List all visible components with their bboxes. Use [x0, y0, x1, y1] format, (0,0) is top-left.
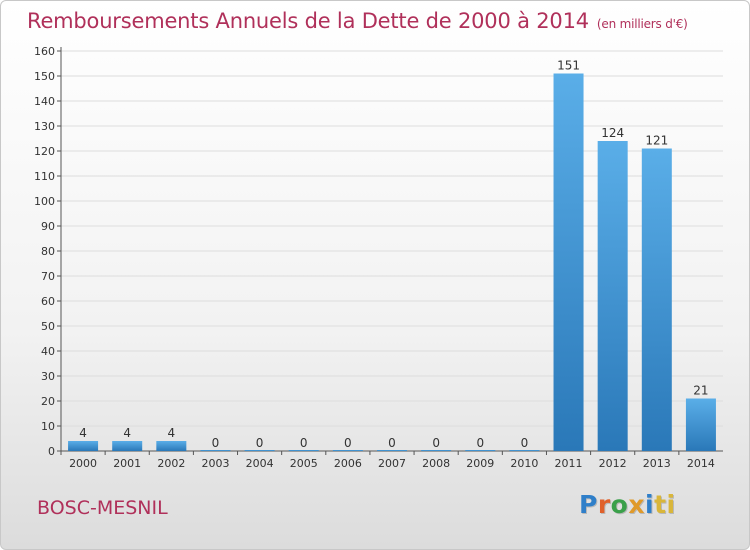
bar [421, 450, 452, 451]
data-label: 0 [432, 436, 440, 450]
data-label: 4 [123, 426, 131, 440]
data-label: 0 [521, 436, 529, 450]
logo-letter: P [579, 490, 598, 519]
y-tick-label: 0 [48, 445, 55, 458]
x-tick-label: 2014 [687, 457, 715, 470]
data-label: 124 [601, 126, 624, 140]
bar [509, 450, 540, 451]
chart-title-text: Remboursements Annuels de la Dette de 20… [27, 9, 589, 33]
bar [112, 441, 143, 451]
data-label: 0 [256, 436, 264, 450]
x-tick-label: 2002 [157, 457, 185, 470]
data-label: 0 [212, 436, 220, 450]
bar [685, 398, 716, 451]
bar [200, 450, 231, 451]
bar [465, 450, 496, 451]
bar [641, 148, 672, 451]
data-label: 0 [388, 436, 396, 450]
x-tick-label: 2001 [113, 457, 141, 470]
y-tick-label: 40 [41, 345, 55, 358]
y-tick-label: 140 [34, 95, 55, 108]
commune-name: BOSC-MESNIL [37, 497, 168, 519]
y-tick-label: 110 [34, 170, 55, 183]
y-tick-label: 30 [41, 370, 55, 383]
x-tick-label: 2009 [466, 457, 494, 470]
bar [376, 450, 408, 451]
logo-letter: x [628, 490, 645, 519]
data-label: 4 [79, 426, 87, 440]
x-tick-label: 2004 [246, 457, 274, 470]
bar [244, 450, 275, 451]
bar [288, 450, 319, 451]
bar [332, 450, 363, 451]
x-tick-label: 2007 [378, 457, 406, 470]
y-tick-label: 20 [41, 395, 55, 408]
y-tick-label: 160 [34, 45, 55, 58]
x-tick-label: 2006 [334, 457, 362, 470]
y-tick-label: 120 [34, 145, 55, 158]
chart-unit: (en milliers d'€) [596, 17, 688, 31]
y-tick-label: 10 [41, 420, 55, 433]
x-tick-label: 2011 [555, 457, 583, 470]
x-tick-label: 2005 [290, 457, 318, 470]
logo-letter: o [610, 490, 629, 519]
logo-letter: r [597, 490, 611, 519]
x-tick-label: 2008 [422, 457, 450, 470]
chart-title: Remboursements Annuels de la Dette de 20… [27, 9, 688, 33]
x-tick-label: 2010 [510, 457, 538, 470]
data-label: 0 [344, 436, 352, 450]
data-label: 121 [645, 134, 668, 148]
y-tick-label: 50 [41, 320, 55, 333]
y-tick-label: 100 [34, 195, 55, 208]
proxiti-logo: Proxiti [579, 490, 676, 519]
y-tick-label: 70 [41, 270, 55, 283]
x-tick-label: 2012 [599, 457, 627, 470]
bar [553, 73, 584, 451]
data-label: 0 [476, 436, 484, 450]
data-label: 0 [300, 436, 308, 450]
bar [156, 441, 187, 451]
logo-letter: i [645, 490, 655, 519]
y-tick-label: 60 [41, 295, 55, 308]
bar [597, 141, 628, 451]
y-tick-label: 130 [34, 120, 55, 133]
y-tick-label: 80 [41, 245, 55, 258]
x-tick-label: 2000 [69, 457, 97, 470]
bar [68, 441, 99, 451]
y-tick-label: 90 [41, 220, 55, 233]
data-label: 21 [693, 384, 708, 398]
data-label: 4 [168, 426, 176, 440]
y-tick-label: 150 [34, 70, 55, 83]
logo-letter: ti [654, 490, 676, 519]
x-tick-label: 2003 [201, 457, 229, 470]
data-label: 151 [557, 59, 580, 73]
x-tick-label: 2013 [643, 457, 671, 470]
